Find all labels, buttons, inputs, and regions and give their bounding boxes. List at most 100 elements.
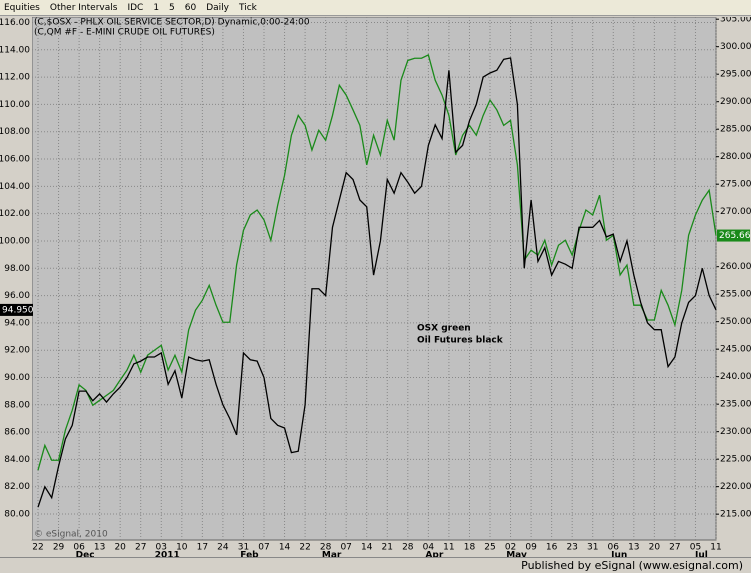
x-tick-label: 13	[94, 543, 105, 553]
x-tick-label: 10	[176, 543, 188, 553]
x-tick-label: 16	[546, 543, 558, 553]
month-label: Dec	[76, 551, 95, 558]
x-tick-label: 31	[587, 543, 598, 553]
last-value-box: 265.66	[717, 229, 751, 242]
x-tick-label: 06	[73, 543, 85, 553]
y-tick-label: 94.00	[4, 318, 30, 328]
y2-tick-label: 235.00	[720, 400, 751, 410]
x-tick-label: 05	[690, 543, 701, 553]
y-tick-label: 114.00	[0, 45, 30, 55]
x-tick-label: 23	[566, 543, 577, 553]
y2-tick-label: 295.00	[720, 70, 751, 80]
y-tick-label: 82.00	[4, 482, 30, 492]
y-tick-label: 90.00	[4, 373, 30, 383]
month-label: Apr	[425, 551, 443, 558]
last-value-box: 94.950	[0, 303, 34, 316]
x-tick-label: 06	[608, 543, 620, 553]
y-tick-label: 100.00	[0, 236, 30, 246]
y2-tick-label: 290.00	[720, 97, 751, 107]
x-tick-label: 22	[299, 543, 310, 553]
y2-tick-label: 245.00	[720, 345, 751, 355]
toolbar-item[interactable]: Tick	[239, 2, 257, 13]
month-label: Feb	[240, 551, 259, 558]
y2-tick-label: 275.00	[720, 180, 751, 190]
x-tick-label: 20	[649, 543, 661, 553]
toolbar-item[interactable]: 5	[169, 2, 175, 13]
y2-tick-label: 270.00	[720, 207, 751, 217]
x-tick-label: 21	[382, 543, 393, 553]
y-tick-label: 88.00	[4, 400, 30, 410]
x-tick-label: 20	[114, 543, 126, 553]
month-label: Jul	[694, 551, 708, 558]
x-tick-label: 03	[156, 543, 167, 553]
toolbar-item[interactable]: Daily	[206, 2, 230, 13]
x-tick-label: 28	[402, 543, 414, 553]
x-tick-label: 13	[628, 543, 639, 553]
y2-tick-label: 260.00	[720, 262, 751, 272]
x-tick-label: 25	[484, 543, 495, 553]
y-tick-label: 110.00	[0, 100, 30, 110]
toolbar-item[interactable]: 60	[184, 2, 197, 13]
series-line	[37, 57, 717, 508]
toolbar-item[interactable]: 1	[153, 2, 160, 13]
annotation: OSX green	[417, 324, 471, 334]
x-tick-label: 07	[340, 543, 351, 553]
y2-tick-label: 255.00	[720, 290, 751, 300]
y2-tick-label: 300.00	[720, 42, 751, 52]
toolbar-item[interactable]: Other Intervals	[49, 2, 118, 13]
y2-tick-label: 215.00	[720, 510, 751, 520]
y-tick-label: 80.00	[4, 510, 30, 520]
x-tick-label: 29	[53, 543, 65, 553]
left-axis-area	[0, 17, 32, 540]
x-tick-label: 07	[258, 543, 269, 553]
toolbar-item[interactable]: IDC	[127, 2, 144, 13]
y2-tick-label: 250.00	[720, 317, 751, 327]
x-tick-label: 22	[32, 543, 43, 553]
y-tick-label: 104.00	[0, 182, 30, 192]
month-label: Jun	[610, 551, 627, 558]
x-tick-label: 27	[135, 543, 146, 553]
y2-tick-label: 285.00	[720, 125, 751, 135]
x-tick-label: 17	[197, 543, 208, 553]
x-tick-label: 09	[525, 543, 537, 553]
x-tick-label: 24	[217, 543, 229, 553]
x-tick-label: 27	[669, 543, 680, 553]
x-tick-label: 14	[279, 543, 291, 553]
y-tick-label: 84.00	[4, 455, 30, 465]
x-tick-label: 31	[238, 543, 249, 553]
y2-tick-label: 280.00	[720, 152, 751, 162]
last-value-bg	[0, 303, 33, 316]
x-tick-label: 11	[443, 543, 454, 553]
annotation: Oil Futures black	[417, 336, 504, 346]
y2-tick-label: 305.00	[720, 17, 751, 25]
y2-tick-label: 220.00	[720, 482, 751, 492]
month-label: Mar	[322, 551, 342, 558]
legend-line: (C,$OSX - PHLX OIL SERVICE SECTOR,D) Dyn…	[34, 18, 310, 28]
y2-tick-label: 240.00	[720, 372, 751, 382]
y-tick-label: 112.00	[0, 73, 30, 83]
last-value-bg	[717, 229, 750, 242]
series-line	[37, 54, 717, 471]
y-tick-label: 108.00	[0, 127, 30, 137]
toolbar-item[interactable]: Equities	[4, 2, 40, 13]
x-tick-label: 18	[464, 543, 476, 553]
toolbar: Equities Other Intervals IDC 1 5 60 Daily Tick	[0, 0, 751, 16]
last-value-label: 265.66	[719, 231, 751, 241]
month-label: May	[506, 551, 527, 558]
y-tick-label: 96.00	[4, 291, 30, 301]
chart: 80.00 82.00 84.00 86.00 88.00 90.00 92.00 94.00…	[0, 17, 751, 557]
last-value-label: 94.950	[2, 305, 34, 315]
y2-tick-label: 230.00	[720, 427, 751, 437]
y-tick-label: 98.00	[4, 264, 30, 274]
watermark: © eSignal, 2010	[34, 530, 108, 540]
y2-tick-label: 225.00	[720, 455, 751, 465]
x-tick-label: 11	[710, 543, 721, 553]
x-tick-label: 14	[361, 543, 373, 553]
y-tick-label: 92.00	[4, 346, 30, 356]
y-tick-label: 86.00	[4, 428, 30, 438]
y-tick-label: 106.00	[0, 155, 30, 165]
x-tick-label: 28	[320, 543, 332, 553]
y-tick-label: 116.00	[0, 18, 30, 28]
legend-line: (C,QM #F - E-MINI CRUDE OIL FUTURES)	[34, 28, 215, 38]
